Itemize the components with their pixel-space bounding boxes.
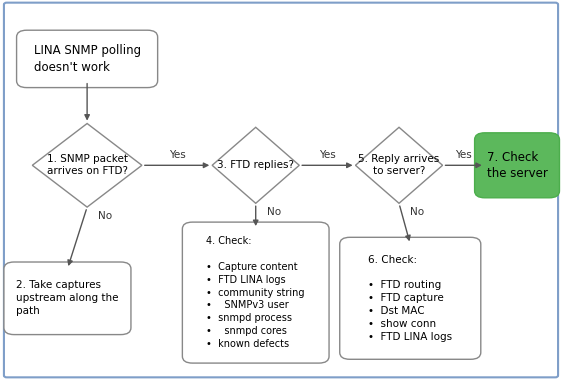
FancyBboxPatch shape <box>182 222 329 363</box>
FancyBboxPatch shape <box>4 3 558 377</box>
Text: No: No <box>98 211 112 221</box>
FancyBboxPatch shape <box>4 262 131 334</box>
Text: 3. FTD replies?: 3. FTD replies? <box>217 160 294 170</box>
FancyBboxPatch shape <box>339 237 481 359</box>
Text: 6. Check:

•  FTD routing
•  FTD capture
•  Dst MAC
•  show conn
•  FTD LINA log: 6. Check: • FTD routing • FTD capture • … <box>368 255 452 342</box>
Polygon shape <box>32 124 142 207</box>
Text: Yes: Yes <box>455 150 472 160</box>
Text: 1. SNMP packet
arrives on FTD?: 1. SNMP packet arrives on FTD? <box>47 154 128 176</box>
Text: No: No <box>267 207 281 217</box>
Text: LINA SNMP polling
doesn't work: LINA SNMP polling doesn't work <box>34 44 140 74</box>
Polygon shape <box>212 127 299 203</box>
Text: 2. Take captures
upstream along the
path: 2. Take captures upstream along the path <box>16 280 119 316</box>
Text: 4. Check:

•  Capture content
•  FTD LINA logs
•  community string
•    SNMPv3 u: 4. Check: • Capture content • FTD LINA l… <box>206 236 305 349</box>
FancyBboxPatch shape <box>474 133 559 198</box>
Text: 7. Check
the server: 7. Check the server <box>487 150 547 180</box>
Polygon shape <box>355 127 443 203</box>
Text: 5. Reply arrives
to server?: 5. Reply arrives to server? <box>359 154 439 176</box>
Text: No: No <box>410 207 424 217</box>
Text: Yes: Yes <box>319 150 336 160</box>
Text: Yes: Yes <box>169 150 185 160</box>
FancyBboxPatch shape <box>17 30 157 88</box>
